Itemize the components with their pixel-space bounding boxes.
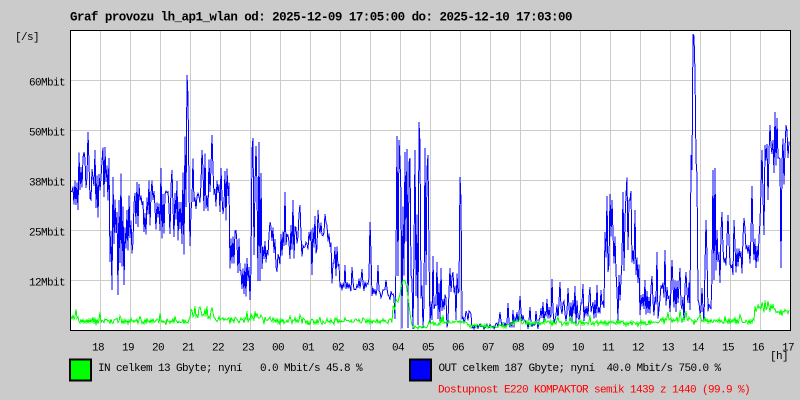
svg-text:60Mbit: 60Mbit xyxy=(29,77,65,89)
svg-text:25Mbit: 25Mbit xyxy=(29,227,65,239)
svg-text:50Mbit: 50Mbit xyxy=(29,127,65,139)
svg-text:07: 07 xyxy=(482,343,494,355)
svg-text:16: 16 xyxy=(752,343,764,355)
svg-text:00: 00 xyxy=(272,343,284,355)
svg-text:15: 15 xyxy=(722,343,734,355)
svg-text:03: 03 xyxy=(362,343,374,355)
svg-text:Graf provozu lh_ap1_wlan od: 2: Graf provozu lh_ap1_wlan od: 2025-12-09 … xyxy=(70,11,572,25)
svg-text:08: 08 xyxy=(512,343,524,355)
svg-text:01: 01 xyxy=(302,343,315,355)
svg-text:10: 10 xyxy=(572,343,584,355)
svg-text:23: 23 xyxy=(242,343,254,355)
svg-text:09: 09 xyxy=(542,343,554,355)
svg-text:18: 18 xyxy=(92,343,104,355)
svg-text:Dostupnost E220 KOMPAKTOR semi: Dostupnost E220 KOMPAKTOR semik 1439 z 1… xyxy=(438,385,750,397)
svg-text:IN celkem 13 Gbyte; nyní 0.0: IN celkem 13 Gbyte; nyní 0.0 Mbit/s 45.8… xyxy=(98,363,363,375)
svg-text:12Mbit: 12Mbit xyxy=(29,277,65,289)
svg-text:05: 05 xyxy=(422,343,434,355)
svg-text:22: 22 xyxy=(212,343,224,355)
svg-text:21: 21 xyxy=(182,343,195,355)
svg-text:38Mbit: 38Mbit xyxy=(29,177,65,189)
svg-text:[h]: [h] xyxy=(770,351,788,363)
svg-text:[/s]: [/s] xyxy=(15,32,39,44)
svg-text:14: 14 xyxy=(692,343,705,355)
svg-text:17: 17 xyxy=(782,343,794,355)
svg-text:13: 13 xyxy=(662,343,674,355)
svg-text:02: 02 xyxy=(332,343,344,355)
svg-text:OUT celkem 187 Gbyte; nyní 40: OUT celkem 187 Gbyte; nyní 40.0 Mbit/s 7… xyxy=(439,363,722,375)
svg-text:12: 12 xyxy=(632,343,644,355)
svg-text:04: 04 xyxy=(392,343,405,355)
svg-text:20: 20 xyxy=(152,343,164,355)
svg-text:11: 11 xyxy=(602,343,615,355)
svg-text:19: 19 xyxy=(122,343,134,355)
svg-text:06: 06 xyxy=(452,343,464,355)
